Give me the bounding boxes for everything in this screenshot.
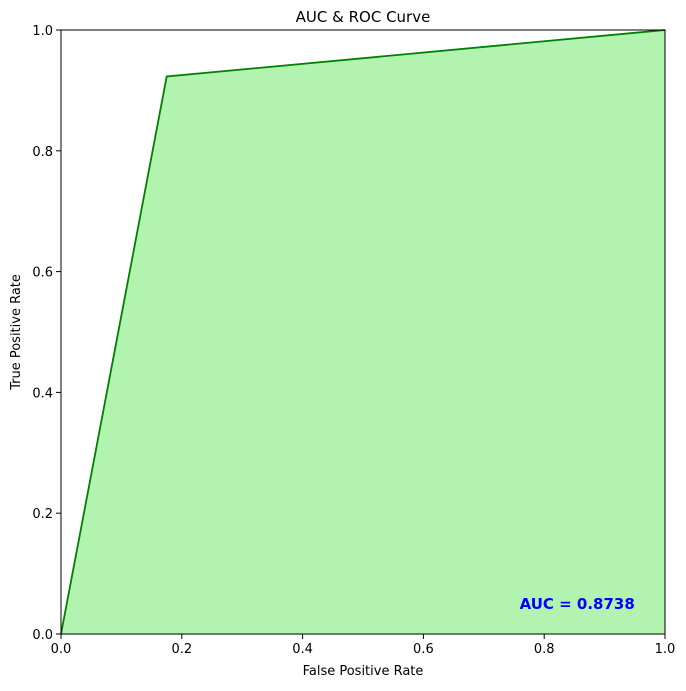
- x-tick-label: 0.0: [51, 642, 72, 657]
- x-tick-label: 0.6: [413, 642, 434, 657]
- axes-frame: [60, 29, 666, 635]
- y-tick-label: 0.4: [32, 386, 53, 401]
- y-tick-label: 0.0: [32, 628, 53, 643]
- x-axis-label: False Positive Rate: [303, 664, 424, 679]
- y-tick-label: 1.0: [32, 24, 53, 39]
- x-axis-ticks: 0.0 0.2 0.4 0.6 0.8 1.0: [51, 634, 676, 657]
- x-tick-label: 0.4: [292, 642, 313, 657]
- x-tick-label: 0.2: [171, 642, 192, 657]
- y-tick-label: 0.2: [32, 507, 53, 522]
- x-tick-label: 1.0: [655, 642, 676, 657]
- x-tick-label: 0.8: [534, 642, 555, 657]
- auc-annotation: AUC = 0.8738: [520, 595, 635, 613]
- y-tick-label: 0.8: [32, 145, 53, 160]
- y-axis-label: True Positive Rate: [9, 274, 24, 391]
- auc-fill-area: [61, 30, 665, 634]
- chart-title: AUC & ROC Curve: [296, 8, 431, 26]
- y-axis-ticks: 0.0 0.2 0.4 0.6 0.8 1.0: [32, 24, 61, 643]
- y-tick-label: 0.6: [32, 266, 53, 281]
- plot-area: [60, 29, 666, 635]
- roc-curve-line: [60, 29, 666, 635]
